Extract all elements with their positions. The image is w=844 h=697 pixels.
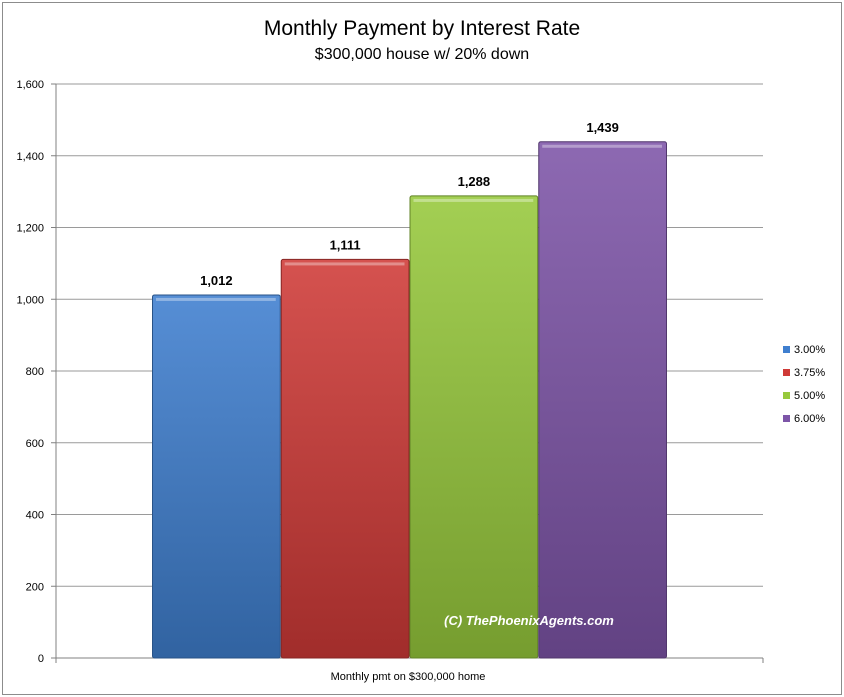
y-tick-label: 600 xyxy=(26,438,44,450)
y-tick-label: 1,200 xyxy=(16,223,44,235)
legend-swatch xyxy=(783,415,790,422)
y-tick-label: 800 xyxy=(26,366,44,378)
legend-swatch xyxy=(783,369,790,376)
watermark-annotation: (C) ThePhoenixAgents.com xyxy=(444,613,614,628)
legend-label: 3.00% xyxy=(794,343,826,356)
data-label: 1,111 xyxy=(330,237,361,252)
bar-3.00% xyxy=(152,294,281,659)
legend-item: 5.00% xyxy=(783,384,825,407)
y-tick-label: 1,600 xyxy=(16,79,44,91)
data-label: 1,012 xyxy=(200,273,233,288)
bar-highlight xyxy=(413,198,534,202)
y-tick-label: 0 xyxy=(38,653,44,665)
legend-item: 3.75% xyxy=(783,361,825,384)
y-tick-label: 1,000 xyxy=(16,294,44,306)
bar-highlight xyxy=(542,144,662,148)
legend-item: 6.00% xyxy=(783,407,825,430)
y-tick-label: 1,400 xyxy=(16,151,44,163)
data-label: 1,288 xyxy=(458,174,491,189)
bar-6.00% xyxy=(538,141,667,659)
chart-subtitle: $300,000 house w/ 20% down xyxy=(314,46,530,63)
x-category-label: Monthly pmt on $300,000 home xyxy=(331,671,486,683)
legend-swatch xyxy=(783,346,790,353)
legend-item: 3.00% xyxy=(783,338,825,361)
legend-label: 5.00% xyxy=(794,389,826,402)
y-tick-label: 200 xyxy=(26,581,44,593)
data-label: 1,439 xyxy=(586,120,619,135)
legend-label: 3.75% xyxy=(794,366,826,379)
bar-5.00% xyxy=(409,195,539,659)
bar-3.75% xyxy=(280,258,410,659)
y-tick-label: 400 xyxy=(26,510,44,522)
chart-title: Monthly Payment by Interest Rate xyxy=(263,17,581,40)
legend: 3.00% 3.75% 5.00% 6.00% xyxy=(783,338,825,430)
bar-highlight xyxy=(284,262,405,266)
legend-label: 6.00% xyxy=(794,412,826,425)
legend-swatch xyxy=(783,392,790,399)
bar-highlight xyxy=(156,297,276,301)
